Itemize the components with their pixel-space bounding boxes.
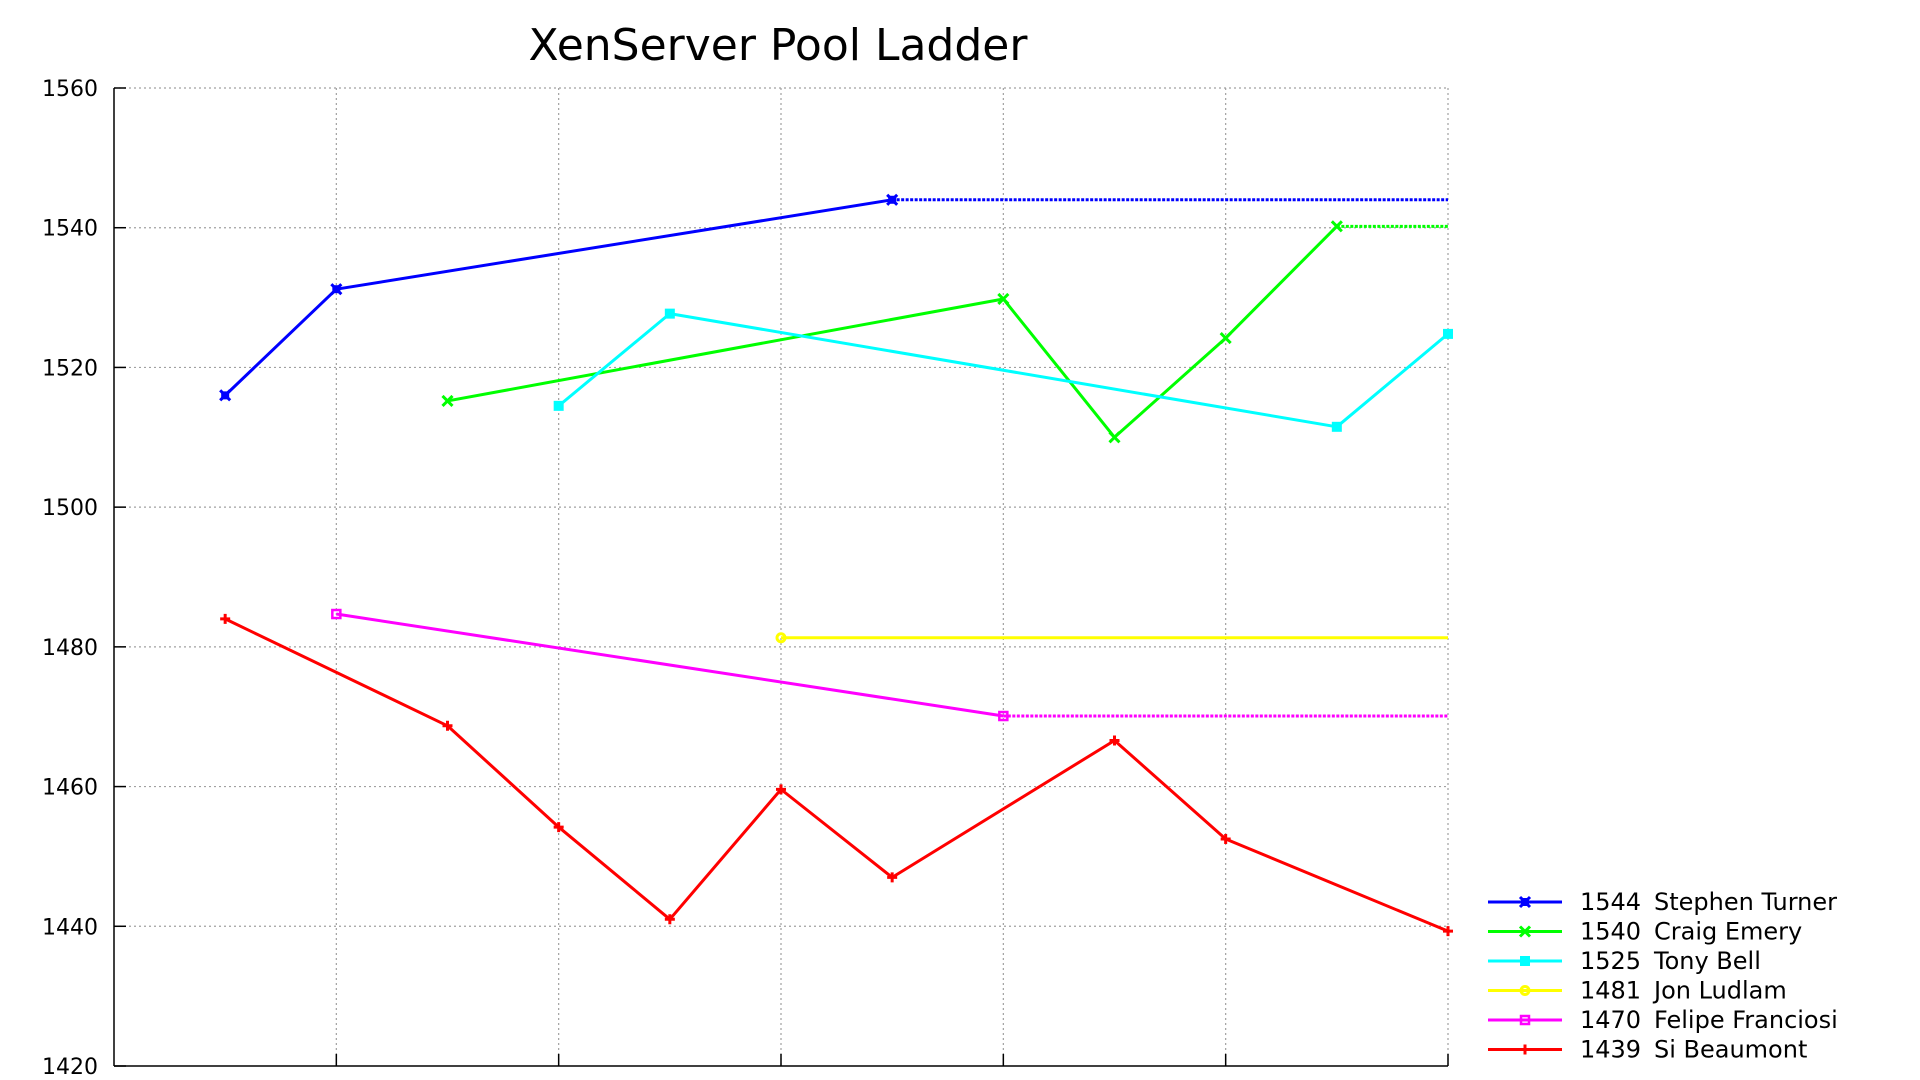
data-point: [219, 389, 232, 402]
y-tick-label: 1480: [42, 636, 98, 661]
data-point: [331, 608, 342, 620]
data-point: [442, 720, 453, 731]
data-point: [887, 872, 898, 883]
legend-entry: 1525 Tony Bell: [1488, 947, 1761, 975]
data-point: [1219, 332, 1232, 345]
legend-score: 1439: [1580, 1036, 1641, 1064]
data-point: [775, 632, 787, 644]
legend-label: Craig Emery: [1654, 918, 1802, 946]
axes: [113, 87, 1449, 1067]
legend-score: 1525: [1580, 947, 1641, 975]
y-tick-label: 1460: [42, 776, 98, 801]
series-line: [219, 193, 1448, 402]
y-tick-label: 1500: [42, 496, 98, 521]
legend: 1544 Stephen Turner 1540 Craig Emery 1525 Ton…: [1488, 888, 1838, 1064]
grid: [114, 87, 1449, 1066]
y-tick-label: 1520: [42, 356, 98, 381]
data-point: [1109, 735, 1120, 746]
legend-entry: 1544 Stephen Turner: [1488, 888, 1837, 916]
series-line: [775, 632, 1448, 644]
y-tick-label: 1440: [42, 915, 98, 940]
data-point: [330, 283, 343, 296]
data-point: [553, 822, 564, 833]
data-point: [886, 193, 899, 206]
data-point: [1518, 925, 1532, 938]
legend-entry: 1481 Jon Ludlam: [1488, 977, 1787, 1005]
data-point: [1108, 431, 1121, 444]
legend-label: Felipe Franciosi: [1654, 1006, 1838, 1034]
legend-score: 1544: [1580, 888, 1641, 916]
series-line: [553, 308, 1453, 432]
data-point: [220, 613, 231, 624]
series-path: [557, 312, 1449, 429]
y-tick-label: 1540: [42, 217, 98, 242]
legend-score: 1540: [1580, 918, 1641, 946]
data-point: [1520, 1044, 1530, 1055]
series-lines: [219, 193, 1453, 937]
data-point: [664, 308, 675, 319]
series-path: [336, 612, 1004, 718]
legend-score: 1481: [1580, 977, 1641, 1005]
data-point: [998, 710, 1009, 722]
data-point: [1443, 926, 1453, 937]
data-point: [1520, 956, 1530, 966]
legend-entry: 1540 Craig Emery: [1488, 918, 1802, 946]
legend-label: Si Beaumont: [1654, 1036, 1807, 1064]
y-tick-label: 1420: [42, 1055, 98, 1080]
legend-label: Stephen Turner: [1654, 888, 1837, 916]
data-point: [1443, 328, 1453, 339]
chart-title: XenServer Pool Ladder: [529, 20, 1029, 71]
series-line: [331, 608, 1448, 722]
data-point: [997, 292, 1010, 306]
data-point: [553, 400, 564, 411]
y-tick-labels: 1420 1440 1460 1480 1500 1520 1540 1560: [42, 77, 98, 1080]
legend-entry: 1470 Felipe Franciosi: [1488, 1006, 1838, 1034]
legend-score: 1470: [1580, 1006, 1641, 1034]
data-point: [776, 784, 786, 795]
series-line: [441, 220, 1448, 444]
data-point: [1519, 1014, 1531, 1026]
data-point: [1220, 833, 1231, 844]
data-point: [1331, 421, 1342, 432]
series-path: [224, 617, 1449, 933]
y-tick-label: 1560: [42, 77, 98, 102]
data-point: [1330, 220, 1343, 233]
legend-label: Tony Bell: [1653, 947, 1761, 975]
legend-entry: 1439 Si Beaumont: [1488, 1036, 1807, 1064]
series-line: [220, 613, 1453, 937]
data-point: [664, 914, 675, 925]
data-point: [1518, 895, 1532, 909]
data-point: [1519, 985, 1531, 996]
legend-label: Jon Ludlam: [1652, 977, 1787, 1005]
data-point: [441, 394, 454, 408]
